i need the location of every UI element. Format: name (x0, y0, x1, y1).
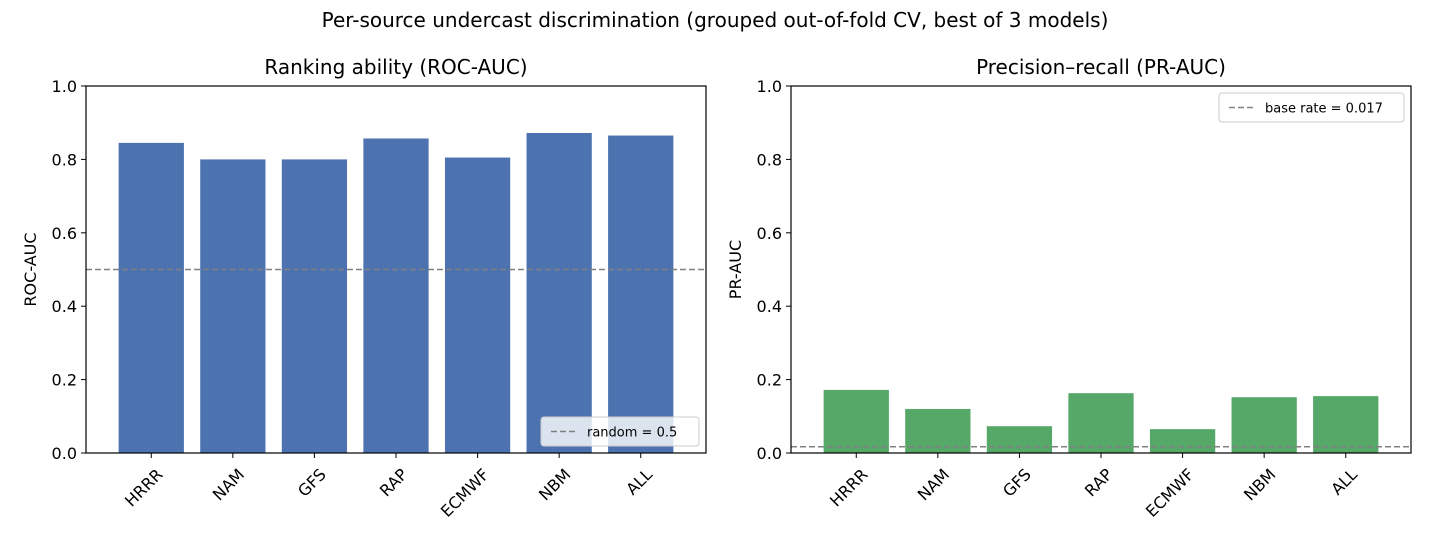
y-tick-label: 1.0 (52, 77, 77, 96)
bar-all (1313, 396, 1379, 453)
legend-label: random = 0.5 (587, 426, 677, 441)
axes-frame (790, 85, 1412, 454)
bar-ecmwf (444, 157, 511, 453)
x-tick-label: RAP (376, 465, 412, 501)
x-tick-label: HRRR (121, 465, 167, 511)
legend-label: base rate = 0.017 (1265, 102, 1383, 117)
y-tick-label: 0.0 (52, 444, 77, 463)
x-tick-label: ECMWF (1142, 465, 1198, 521)
y-axis-label: PR-AUC (726, 240, 745, 299)
x-tick-label: ALL (622, 465, 656, 499)
x-tick-label: NBM (1240, 465, 1279, 504)
y-tick-label: 0.0 (757, 444, 782, 463)
bar-gfs (281, 159, 348, 453)
y-axis-label: ROC-AUC (21, 232, 40, 306)
y-tick-label: 0.2 (757, 371, 782, 390)
figure-suptitle: Per-source undercast discrimination (gro… (322, 8, 1109, 32)
y-tick-label: 0.8 (52, 150, 77, 169)
legend-box (1218, 92, 1405, 123)
bar-rap (363, 138, 429, 453)
bar-all (608, 135, 674, 454)
x-tick-label: GFS (294, 465, 330, 501)
legend-box (540, 416, 700, 447)
y-tick-label: 1.0 (757, 77, 782, 96)
y-tick-label: 0.4 (52, 297, 77, 316)
y-tick-label: 0.6 (52, 224, 77, 243)
bar-nbm (1231, 397, 1297, 453)
x-tick-label: NAM (914, 465, 953, 504)
bar-nam (905, 408, 971, 453)
y-tick-label: 0.6 (757, 224, 782, 243)
x-tick-label: ALL (1327, 465, 1361, 499)
x-tick-label: NAM (209, 465, 248, 504)
legend: base rate = 0.017 (1218, 92, 1405, 123)
x-tick-label: GFS (999, 465, 1035, 501)
bar-nam (200, 159, 266, 453)
y-tick-label: 0.4 (757, 297, 782, 316)
bar-gfs (986, 426, 1053, 453)
bar-hrrr (823, 389, 889, 453)
y-tick-label: 0.8 (757, 150, 782, 169)
bar-nbm (526, 132, 592, 453)
x-tick-label: ECMWF (437, 465, 493, 521)
bar-hrrr (118, 142, 184, 453)
pr-auc-panel: Precision–recall (PR-AUC) PR-AUC 0.0 0.2 0.4… (726, 55, 1412, 521)
panel-title: Ranking ability (ROC-AUC) (264, 55, 527, 79)
axes-frame (85, 85, 707, 454)
roc-auc-panel: Ranking ability (ROC-AUC) ROC-AUC 0.0 0.2 0.… (21, 55, 707, 521)
bar-ecmwf (1149, 429, 1216, 453)
bar-rap (1068, 393, 1134, 453)
x-tick-label: RAP (1081, 465, 1117, 501)
x-tick-label: NBM (535, 465, 574, 504)
panel-title: Precision–recall (PR-AUC) (976, 55, 1226, 79)
y-tick-label: 0.2 (52, 371, 77, 390)
legend: random = 0.5 (540, 416, 700, 447)
x-tick-label: HRRR (826, 465, 872, 511)
